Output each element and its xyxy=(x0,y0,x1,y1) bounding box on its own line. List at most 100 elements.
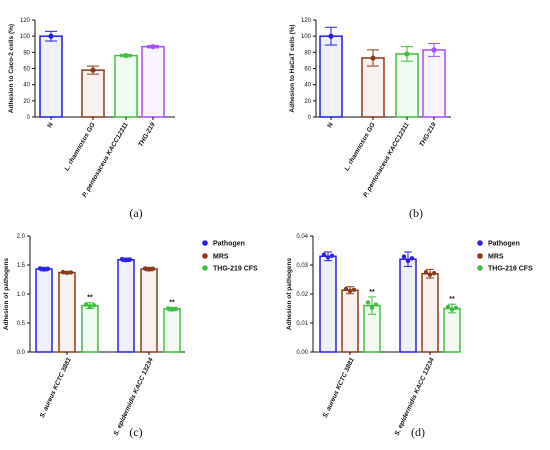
y-tick-label: 0.0 xyxy=(17,350,26,356)
y-axis-title: Adhesion to Caco-2 cells (%) xyxy=(8,24,15,113)
bar xyxy=(39,35,63,118)
data-point xyxy=(409,256,415,261)
legend-marker xyxy=(477,253,483,259)
y-tick-label: 0.02 xyxy=(296,292,308,298)
bar xyxy=(399,258,417,353)
x-category-label: L. rhamnosus GG xyxy=(63,122,96,173)
bar xyxy=(163,308,181,353)
data-point xyxy=(325,255,331,260)
y-tick-label: 40 xyxy=(23,83,30,89)
data-point xyxy=(123,52,129,59)
x-category-label: THG-219 xyxy=(137,121,157,148)
data-point xyxy=(405,258,411,264)
y-tick-label: 1.5 xyxy=(17,263,26,269)
y-tick-label: 40 xyxy=(304,83,311,89)
data-point xyxy=(123,257,129,263)
bar xyxy=(421,272,439,353)
data-point xyxy=(423,269,429,275)
significance-label: ** xyxy=(369,289,375,296)
y-tick-label: 0.5 xyxy=(17,321,26,327)
legend-label: Pathogen xyxy=(488,241,520,248)
data-point xyxy=(369,305,375,310)
data-point xyxy=(427,272,433,277)
chart-panel-b: 0 20 40 60 80 100 120 Adhesion to HaCaT cells (… xyxy=(289,18,451,220)
panel-label: (a) xyxy=(129,206,142,220)
data-point xyxy=(68,270,74,275)
y-tick-label: 0.04 xyxy=(296,234,308,240)
x-category-label: L. rhamnosus GG xyxy=(343,122,376,173)
y-tick-label: 20 xyxy=(23,99,30,105)
y-tick-label: 60 xyxy=(23,67,30,73)
bar xyxy=(140,268,158,353)
y-axis-title: Adhesion of pathogens xyxy=(3,258,10,331)
chart-panel-a: 0 20 40 60 80 100 120 Adhesion to Caco-2 cells … xyxy=(8,18,175,220)
x-category-label: S. aureus KCTC 3881 xyxy=(322,357,356,420)
bar xyxy=(395,53,419,118)
data-point xyxy=(119,256,125,262)
significance-label: ** xyxy=(169,299,175,306)
data-point xyxy=(404,51,410,57)
y-tick-label: 0.00 xyxy=(296,350,308,356)
data-point xyxy=(127,257,133,262)
legend-marker xyxy=(202,253,208,259)
x-category-label: S. aureus KCTC 3881 xyxy=(39,357,73,420)
y-tick-label: 2.0 xyxy=(17,234,26,240)
legend-label: THG-219 CFS xyxy=(488,266,533,273)
data-point xyxy=(328,33,334,39)
data-point xyxy=(365,300,371,305)
data-point xyxy=(351,287,357,293)
y-tick-label: 100 xyxy=(301,34,312,40)
legend-marker xyxy=(202,265,208,271)
data-point xyxy=(60,269,66,275)
data-point xyxy=(373,302,379,307)
legend-marker xyxy=(477,240,483,246)
legend-label: MRS xyxy=(213,254,229,261)
data-point xyxy=(150,266,156,272)
bar xyxy=(341,289,359,353)
legend-marker xyxy=(202,240,208,246)
bar xyxy=(58,271,76,353)
significance-label: ** xyxy=(449,296,455,303)
panel-label: (c) xyxy=(129,425,142,439)
data-point xyxy=(37,266,43,271)
bar xyxy=(319,35,343,118)
data-point xyxy=(150,44,156,50)
bar xyxy=(117,259,135,353)
data-point xyxy=(453,305,459,311)
y-tick-label: 120 xyxy=(20,18,31,24)
data-point xyxy=(329,253,335,258)
data-point xyxy=(64,270,70,276)
data-point xyxy=(445,304,451,310)
data-point xyxy=(45,266,51,272)
data-point xyxy=(173,306,179,312)
data-point xyxy=(431,270,437,276)
y-tick-label: 60 xyxy=(304,67,311,73)
data-point xyxy=(431,47,437,53)
y-tick-label: 100 xyxy=(20,34,31,40)
y-axis-title: Adhesion to HaCaT cells (%) xyxy=(289,24,296,112)
data-point xyxy=(90,67,96,73)
legend-label: THG-219 CFS xyxy=(213,266,258,273)
data-point xyxy=(321,252,327,257)
data-point xyxy=(169,307,175,312)
data-point xyxy=(370,55,376,61)
chart-panel-c: 0.0 0.5 1.0 1.5 2.0 Adhesion of pathogens ** S.… xyxy=(3,234,258,439)
bar xyxy=(443,307,461,353)
y-tick-label: 1.0 xyxy=(17,292,26,298)
y-axis-title: Adhesion of pathogens xyxy=(286,258,293,331)
bar xyxy=(114,54,138,118)
y-tick-label: 80 xyxy=(304,50,311,56)
data-point xyxy=(48,33,54,39)
legend-label: MRS xyxy=(488,254,504,261)
data-point xyxy=(347,288,353,294)
legend-label: Pathogen xyxy=(213,241,245,248)
data-point xyxy=(41,267,47,272)
y-tick-label: 0.01 xyxy=(296,321,308,327)
data-point xyxy=(343,286,349,292)
bar xyxy=(81,304,99,353)
bar xyxy=(35,268,53,353)
panel-label: (b) xyxy=(409,206,423,220)
chart-panel-d: 0.00 0.01 0.02 0.03 0.04 Adhesion of pathogen… xyxy=(286,234,533,439)
bar xyxy=(141,45,165,118)
